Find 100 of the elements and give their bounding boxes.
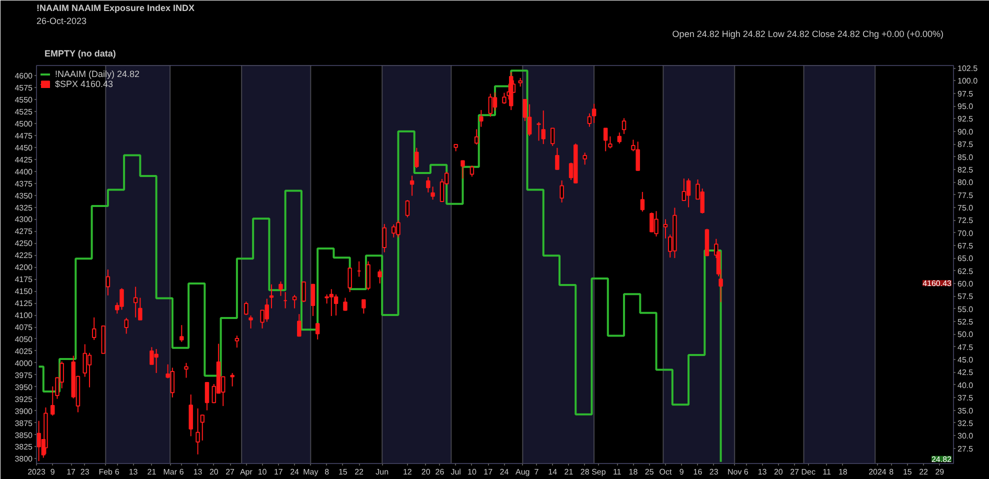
candlestick xyxy=(502,92,506,104)
candlestick xyxy=(608,136,612,149)
x-tick-label: 10 xyxy=(258,468,268,476)
x-tick-label: 15 xyxy=(338,468,348,476)
y2-tick-label: 77.5 xyxy=(958,190,974,200)
y-tick-label: 3825 xyxy=(14,442,34,452)
candlestick xyxy=(87,352,92,388)
x-tick-label: 7 xyxy=(534,468,540,476)
y-tick-label: 4375 xyxy=(14,179,34,188)
candlestick xyxy=(92,316,96,340)
y2-tick-label: 87.5 xyxy=(958,140,974,150)
y-tick-label: 4250 xyxy=(14,239,34,248)
x-tick-label: 22 xyxy=(919,468,929,476)
y2-tick-label: 100.0 xyxy=(958,76,978,86)
candlestick xyxy=(640,191,645,212)
x-tick-label: Aug xyxy=(516,468,530,476)
y-tick-label: 3975 xyxy=(14,370,34,380)
candlestick xyxy=(138,297,142,320)
candlestick xyxy=(292,294,297,309)
candlestick xyxy=(302,281,306,303)
candlestick xyxy=(460,160,465,180)
x-tick-label: Nov xyxy=(728,468,742,476)
y-tick-label: 4475 xyxy=(14,131,34,140)
x-tick-label: 23 xyxy=(709,468,719,476)
x-tick-label: 8 xyxy=(889,468,894,476)
x-tick-label: 9 xyxy=(50,468,56,476)
y2-tick-label: 80.0 xyxy=(958,178,974,188)
candlestick xyxy=(587,112,592,128)
y-tick-label: 4575 xyxy=(14,84,34,93)
y2-tick-label: 90.0 xyxy=(958,127,974,136)
y2-tick-label: 92.5 xyxy=(958,114,974,124)
candlestick xyxy=(488,93,493,118)
candlestick xyxy=(188,394,193,437)
y2-tick-label: 42.5 xyxy=(958,368,974,378)
y2-tick-label: 70.0 xyxy=(958,228,974,238)
candlestick xyxy=(106,269,110,296)
x-tick-label: 13 xyxy=(193,468,203,476)
x-tick-label: 25 xyxy=(644,468,654,476)
candlestick xyxy=(269,284,274,309)
candlestick xyxy=(50,386,55,416)
y-tick-label: 3925 xyxy=(14,394,34,404)
chart-title: !NAAIM NAAIM Exposure Index INDX xyxy=(36,3,195,13)
candlestick xyxy=(180,324,184,342)
y-tick-label: 4175 xyxy=(14,275,34,284)
x-tick-label: 29 xyxy=(935,468,945,476)
y2-tick-label: 55.0 xyxy=(958,304,974,314)
y-tick-label: 4200 xyxy=(14,263,34,272)
y-tick-label: 4100 xyxy=(14,311,34,320)
y-tick-label: 3850 xyxy=(14,430,34,440)
y-tick-label: 3900 xyxy=(14,406,34,416)
candlestick xyxy=(124,317,128,334)
y-tick-label: 3800 xyxy=(14,454,34,464)
y-tick-label: 4300 xyxy=(14,215,34,224)
x-tick-label: Feb xyxy=(98,468,114,476)
x-tick-label: 10 xyxy=(468,468,477,476)
candlestick xyxy=(541,110,546,145)
candlestick xyxy=(196,408,200,455)
candlestick xyxy=(278,281,283,296)
y2-tick-label: 52.5 xyxy=(958,318,974,327)
x-tick-label: Dec xyxy=(801,468,816,476)
y-tick-label: 4425 xyxy=(14,155,34,164)
x-tick-label: 6 xyxy=(114,468,120,476)
candlestick xyxy=(297,314,302,338)
y-tick-label: 4150 xyxy=(14,287,34,296)
annotation: 24.82 xyxy=(931,454,952,464)
y2-tick-label: 40.0 xyxy=(958,380,974,390)
x-tick-label: 27 xyxy=(790,468,800,476)
x-tick-label: 21 xyxy=(147,468,157,476)
x-tick-label: Jul xyxy=(450,468,462,476)
y-tick-label: 4050 xyxy=(14,334,34,344)
x-tick-label: 22 xyxy=(354,468,364,476)
y-tick-label: 4125 xyxy=(14,299,34,308)
x-tick-label: Jun xyxy=(376,468,389,476)
x-tick-label: 12 xyxy=(403,468,412,476)
candlestick xyxy=(617,132,622,144)
x-tick-label: Oct xyxy=(659,468,672,476)
candlestick xyxy=(474,128,479,146)
candlestick xyxy=(382,224,387,253)
candlestick xyxy=(362,299,366,314)
y-tick-label: 4400 xyxy=(14,167,34,176)
x-tick-label: 18 xyxy=(628,468,638,476)
candlestick xyxy=(248,315,253,329)
candlestick xyxy=(366,260,370,291)
x-tick-label: 17 xyxy=(66,468,76,476)
y2-tick-label: 35.0 xyxy=(958,406,974,416)
y2-tick-label: 95.0 xyxy=(958,102,974,112)
candlestick xyxy=(479,110,484,128)
y2-tick-label: 47.5 xyxy=(958,342,974,352)
candlestick xyxy=(405,200,410,218)
x-tick-label: 17 xyxy=(484,468,494,476)
x-tick-label: 26 xyxy=(435,468,445,476)
candlestick xyxy=(348,267,352,293)
y-tick-label: 4075 xyxy=(14,323,34,332)
x-tick-label: 15 xyxy=(902,468,912,476)
y2-tick-label: 32.5 xyxy=(958,418,974,428)
y2-tick-label: 45.0 xyxy=(958,356,974,365)
candlestick xyxy=(550,128,555,146)
y-tick-label: 3875 xyxy=(14,418,34,428)
y-tick-label: 4525 xyxy=(14,107,34,116)
x-tick-label: 28 xyxy=(580,468,590,476)
